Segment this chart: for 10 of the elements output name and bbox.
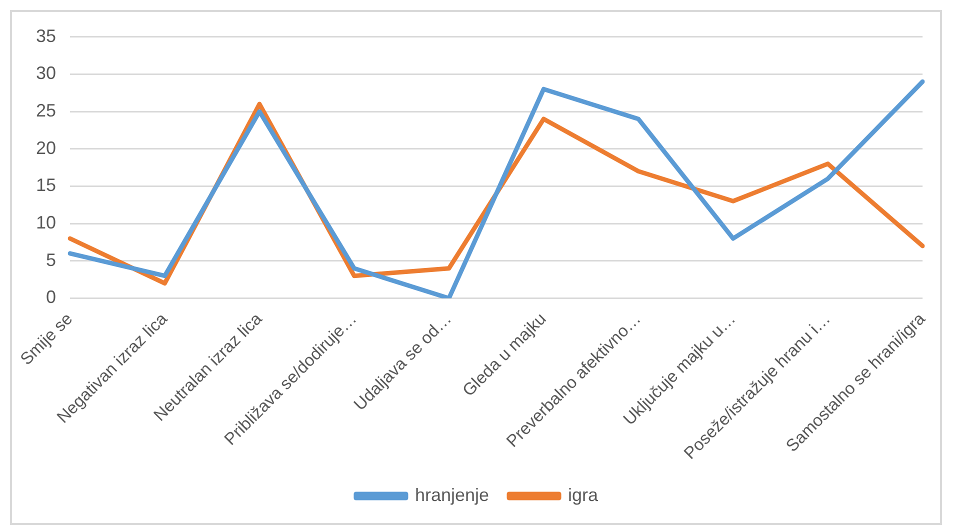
y-tick-label: 5 xyxy=(46,250,56,270)
y-tick-label: 15 xyxy=(36,175,56,196)
y-tick-label: 20 xyxy=(36,138,56,158)
y-tick-label: 10 xyxy=(36,212,56,233)
y-tick-label: 25 xyxy=(36,100,56,120)
legend-label: hranjenje xyxy=(414,484,490,505)
legend-label: igra xyxy=(568,484,600,505)
y-tick-label: 0 xyxy=(46,287,56,308)
y-tick-label: 30 xyxy=(36,63,56,84)
y-tick-label: 35 xyxy=(36,26,56,46)
